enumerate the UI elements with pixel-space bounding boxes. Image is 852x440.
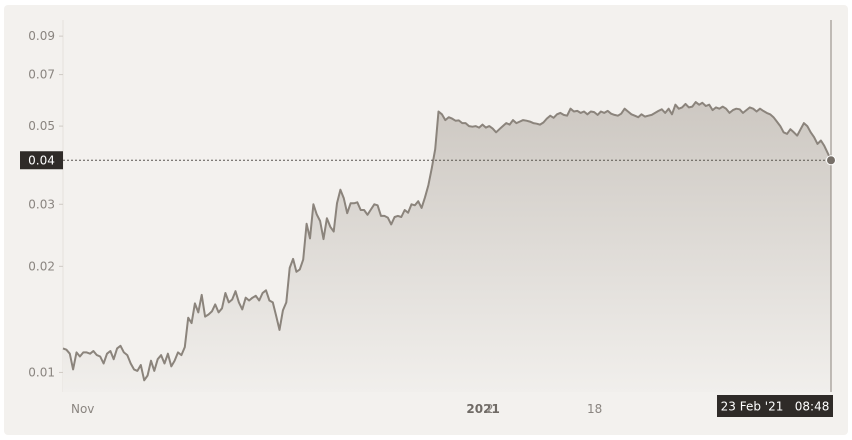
x-tick-label: 18 xyxy=(587,402,602,416)
y-tick-label: 0.07 xyxy=(28,68,55,82)
current-value-label: 0.04 xyxy=(28,154,55,168)
y-tick-label: 0.02 xyxy=(28,259,55,273)
crosshair-date-badge xyxy=(717,395,833,417)
crosshair-date-label: 23 Feb '21 08:48 xyxy=(721,400,830,414)
crosshair-overlay: 0.04 23 Feb '21 08:48 xyxy=(20,20,836,417)
y-tick-label: 0.05 xyxy=(28,119,55,133)
x-tick-label: Nov xyxy=(71,402,94,416)
series-area xyxy=(63,102,831,392)
x-axis: Nov202121820 xyxy=(71,402,819,416)
x-tick-label: 2 xyxy=(486,402,494,416)
y-tick-label: 0.09 xyxy=(28,29,55,43)
y-tick-label: 0.01 xyxy=(28,365,55,379)
current-value-badge xyxy=(20,151,63,170)
series-line xyxy=(62,101,832,382)
y-axis: 0.01 0.02 0.03 0.05 0.07 0.09 xyxy=(28,20,64,392)
latest-point-marker[interactable] xyxy=(826,155,836,166)
plot-area xyxy=(62,101,832,392)
x-tick-label: 2021 xyxy=(466,402,499,416)
y-tick-label: 0.03 xyxy=(28,197,55,211)
